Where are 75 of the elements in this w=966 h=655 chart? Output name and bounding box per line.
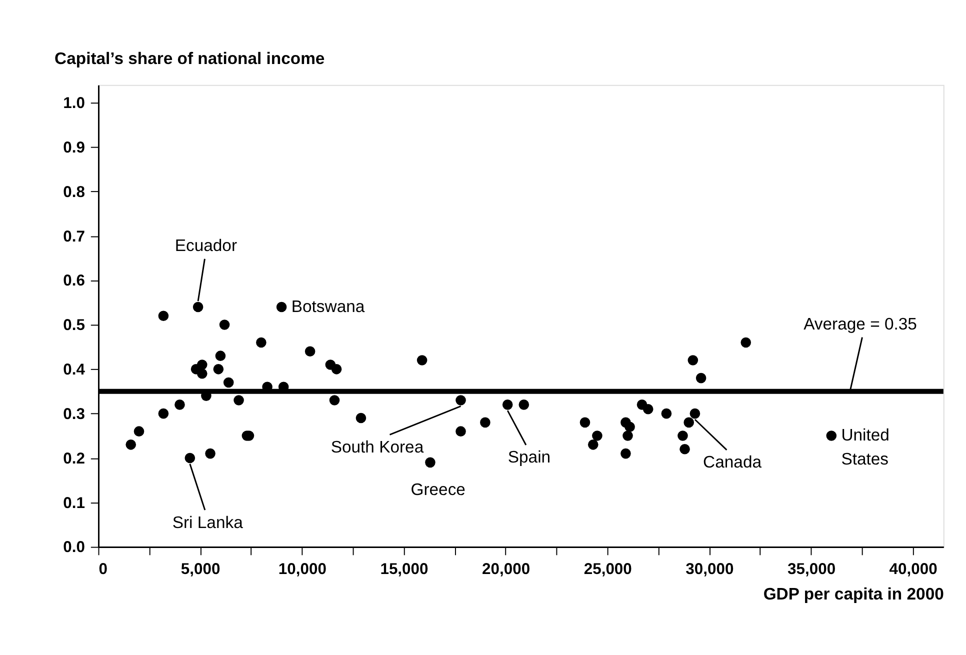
point [219,320,230,330]
point [661,408,672,419]
point [196,368,208,379]
point [126,440,136,450]
point [276,302,287,312]
y-tick-label: 0.6 [63,272,86,290]
point [688,355,698,366]
x-axis-title: GDP per capita in 2000 [763,584,944,604]
point [234,395,244,406]
y-tick-label: 0.2 [63,450,86,468]
point [416,355,428,366]
point [588,440,598,450]
point [304,346,316,357]
point [192,302,204,312]
x-tick-label: 40,000 [889,560,938,578]
y-tick-label: 0.4 [63,362,86,379]
point [329,395,340,406]
x-tick-label: 10,000 [278,560,327,578]
annotation: Ecuador [174,236,238,255]
point [678,430,688,441]
point [356,412,366,424]
point [740,337,752,348]
point [456,426,466,436]
point [502,400,513,410]
point [425,457,436,468]
point [456,395,466,406]
point [480,417,490,428]
point [826,430,837,441]
annotation: United States [841,426,890,468]
point [223,377,234,388]
point [213,364,224,374]
y-tick-label: 0.1 [63,494,86,512]
annotation: Canada [703,452,762,472]
point [134,426,144,436]
point [620,448,631,459]
point [196,360,208,370]
point [256,337,266,348]
x-tick-label: 15,000 [380,560,429,578]
y-axis-title: Capital’s share of national income [54,48,325,68]
point [331,364,342,374]
point [174,400,185,410]
y-tick-label: 1.0 [63,95,86,112]
point [684,417,694,428]
y-tick-label: 0.3 [63,406,86,423]
annotation: Spain [508,448,551,467]
point [696,372,706,384]
ref-line-label: Average = 0.35 [804,314,917,334]
y-tick-label: 0.8 [63,184,86,201]
y-tick-label: 0.0 [63,539,86,556]
point [622,430,633,441]
x-tick-label: 5,000 [180,560,221,578]
x-tick-label: 35,000 [787,560,836,578]
x-tick-label: 30,000 [686,560,734,578]
annotation: South Korea [330,437,424,456]
annotation: Sri Lanka [172,512,244,532]
y-tick-label: 0.5 [63,317,86,334]
point [518,400,530,410]
point [158,310,169,322]
annotation: Botswana [291,296,366,316]
point [158,408,169,419]
annotation: Greece [410,480,466,499]
x-tick-label: 20,000 [482,560,530,578]
x-tick-label: 25,000 [584,560,632,578]
y-tick-label: 0.9 [63,140,86,157]
point [592,430,602,441]
point [580,417,590,428]
x-tick-label: 0 [98,560,108,578]
point [680,444,690,454]
point [624,422,635,432]
y-tick-label: 0.7 [63,228,86,246]
point [642,404,654,414]
point [184,452,196,464]
point [690,408,700,419]
point [215,350,226,361]
point [205,448,216,459]
